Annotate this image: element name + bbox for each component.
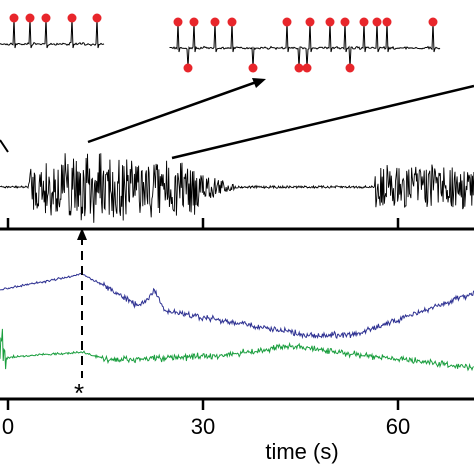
raw-signal-trace xyxy=(0,153,474,223)
spike-marker-19 xyxy=(294,63,304,73)
zoom-arrow-head xyxy=(252,78,266,88)
spike-marker-7 xyxy=(210,17,220,27)
raw-signal-panel xyxy=(0,153,474,231)
spike-marker-2 xyxy=(41,13,51,23)
inset-trace-left xyxy=(0,17,105,49)
spike-marker-8 xyxy=(227,17,237,27)
spike-marker-10 xyxy=(305,17,315,27)
spike-marker-17 xyxy=(183,63,193,73)
inset-panel xyxy=(0,13,474,160)
raw-axis-ticks xyxy=(6,218,400,229)
x-tick-label-0: 0 xyxy=(2,414,14,439)
lower-traces-panel: * 0 30 60 time (s) xyxy=(0,228,474,464)
x-tick-label-30: 30 xyxy=(191,414,215,439)
spike-marker-1 xyxy=(25,13,35,23)
spike-marker-5 xyxy=(173,17,183,27)
spike-marker-9 xyxy=(282,17,292,27)
x-tick-label-60: 60 xyxy=(386,414,410,439)
spike-marker-15 xyxy=(382,17,392,27)
spike-marker-3 xyxy=(67,13,77,23)
series-blue-trace xyxy=(0,272,474,340)
spike-marker-4 xyxy=(92,13,102,23)
spike-marker-16 xyxy=(428,17,438,27)
zoom-line-right xyxy=(171,84,474,160)
spike-marker-20 xyxy=(302,63,312,73)
event-arrow-head xyxy=(77,228,87,240)
x-axis-title: time (s) xyxy=(265,439,338,464)
zoom-arrow-left xyxy=(87,78,263,144)
zoom-line-far-left xyxy=(0,139,9,153)
spike-marker-11 xyxy=(325,17,335,27)
spike-markers xyxy=(9,13,438,73)
spike-marker-13 xyxy=(359,17,369,27)
spike-marker-0 xyxy=(9,13,19,23)
inset-trace-right xyxy=(169,21,441,69)
event-marker-label: * xyxy=(74,378,84,408)
spike-marker-12 xyxy=(340,17,350,27)
spike-marker-21 xyxy=(345,63,355,73)
series-green-trace xyxy=(0,328,474,372)
spike-marker-18 xyxy=(248,63,258,73)
spike-marker-6 xyxy=(189,17,199,27)
spike-marker-14 xyxy=(372,17,382,27)
